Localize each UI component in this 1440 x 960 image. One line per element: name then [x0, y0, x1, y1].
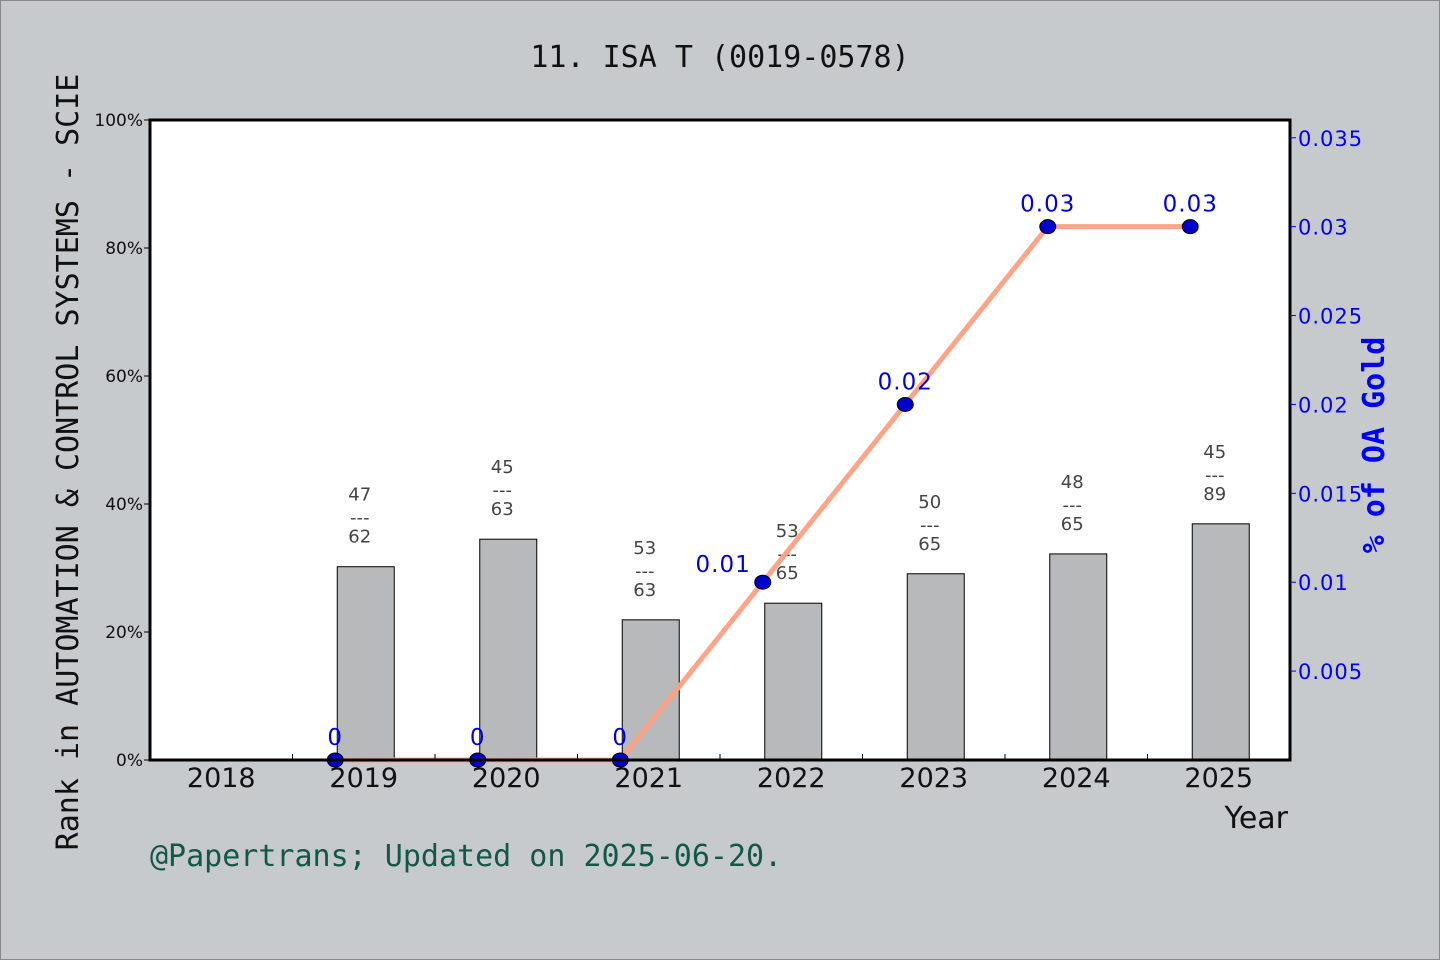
x-tick-label: 2019: [329, 763, 398, 794]
bar-label-rank: 45: [1203, 442, 1226, 463]
x-tick-label: 2021: [614, 763, 683, 794]
bar-label-total: 89: [1203, 484, 1226, 505]
y2-tick-label: 0.025: [1298, 305, 1363, 329]
y2-tick-label: 0.03: [1298, 216, 1349, 240]
y2-tick-label: 0.015: [1298, 482, 1363, 506]
oa-point-label: 0.01: [696, 552, 751, 578]
bar-label-divider: ---: [350, 508, 370, 529]
bar-label-rank: 47: [348, 485, 371, 506]
bar-label-total: 62: [348, 527, 371, 548]
oa-point-label: 0: [327, 725, 343, 751]
bar-label-rank: 53: [776, 521, 799, 542]
bar-label-divider: ---: [493, 480, 513, 501]
x-axis-label: Year: [1223, 801, 1288, 836]
x-tick-label: 2023: [899, 763, 968, 794]
chart-title: 11. ISA T (0019-0578): [530, 40, 909, 75]
oa-point-label: 0.02: [878, 369, 933, 395]
y-tick-label: 100%: [94, 111, 143, 131]
bar-label-total: 65: [1061, 514, 1084, 535]
y-tick-label: 60%: [105, 367, 143, 387]
bar-label-rank: 53: [633, 538, 656, 559]
oa-point-2023: [896, 396, 914, 412]
bar-2019: [336, 566, 395, 761]
oa-point-label: 0.03: [1163, 192, 1218, 218]
bar-2024: [1049, 553, 1108, 761]
bar-2022: [764, 602, 823, 761]
y2-axis-label: % of OA Gold: [1357, 337, 1392, 554]
bar-2020: [479, 538, 538, 761]
bar-label-divider: ---: [1205, 465, 1225, 486]
bar-label-total: 65: [776, 563, 799, 584]
x-tick-label: 2018: [187, 763, 256, 794]
y2-tick-label: 0.02: [1298, 393, 1349, 417]
x-tick-label: 2020: [472, 763, 541, 794]
bar-label-rank: 45: [491, 457, 514, 478]
x-tick-label: 2022: [757, 763, 826, 794]
y-tick-label: 40%: [105, 495, 143, 515]
oa-point-label: 0: [470, 725, 486, 751]
bar-2023: [906, 573, 965, 761]
plot-area: [150, 120, 1290, 760]
oa-point-2025: [1181, 219, 1199, 235]
oa-point-label: 0.03: [1020, 192, 1075, 218]
y-tick-label: 80%: [105, 239, 143, 259]
footer-note: @Papertrans; Updated on 2025-06-20.: [150, 839, 782, 874]
y-axis-label: Rank in AUTOMATION & CONTROL SYSTEMS - S…: [51, 74, 86, 851]
bar-label-rank: 50: [918, 492, 941, 513]
oa-point-label: 0: [612, 725, 628, 751]
y-tick-label: 20%: [105, 623, 143, 643]
bar-2025: [1191, 523, 1250, 761]
bar-label-total: 63: [491, 499, 514, 520]
bar-label-rank: 48: [1061, 472, 1084, 493]
bar-label-divider: ---: [920, 515, 940, 536]
y2-tick-label: 0.005: [1298, 660, 1363, 684]
x-tick-label: 2025: [1184, 763, 1253, 794]
y2-tick-label: 0.035: [1298, 127, 1363, 151]
oa-point-2024: [1039, 219, 1057, 235]
bar-label-divider: ---: [635, 561, 655, 582]
bar-2021: [621, 619, 680, 761]
y-tick-label: 0%: [116, 751, 143, 771]
bar-label-divider: ---: [1063, 495, 1083, 516]
y2-tick-label: 0.01: [1298, 571, 1349, 595]
bar-label-total: 65: [918, 534, 941, 555]
oa-point-2022: [754, 574, 772, 590]
bar-label-total: 63: [633, 580, 656, 601]
x-tick-label: 2024: [1042, 763, 1111, 794]
